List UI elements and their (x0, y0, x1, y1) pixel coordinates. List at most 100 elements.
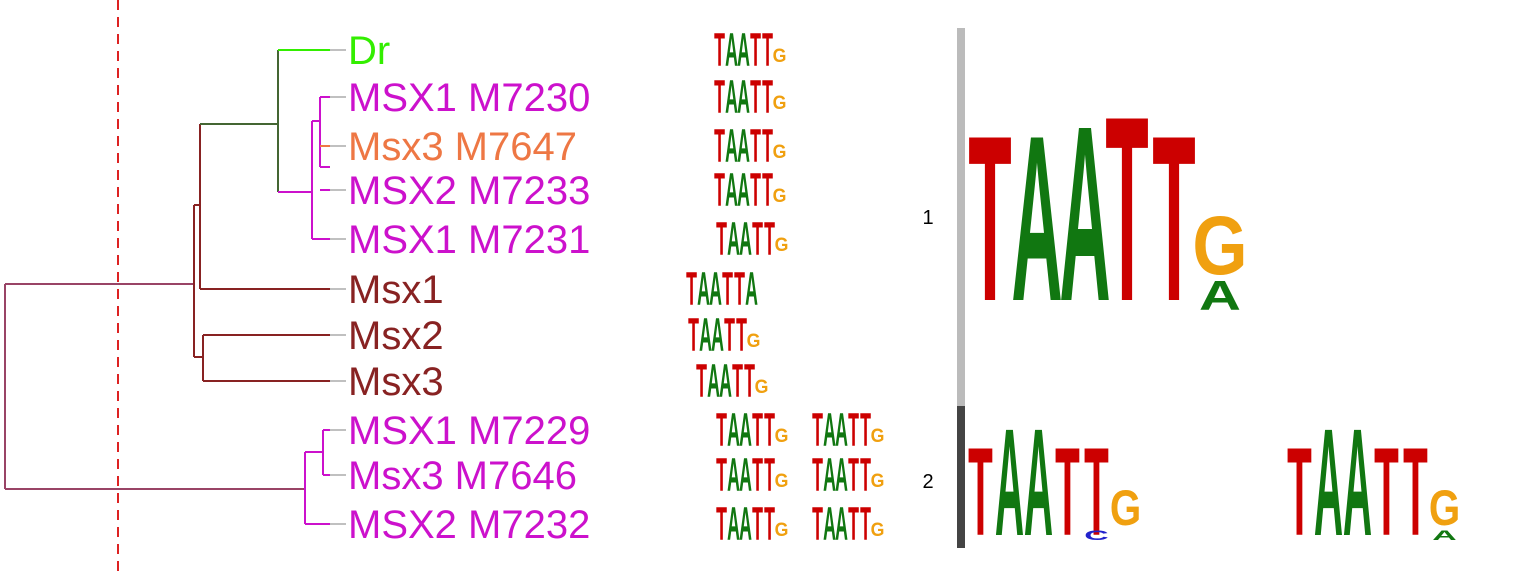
consensus-letter: T (968, 422, 993, 562)
logo-letter: A (835, 404, 848, 457)
logo-letter: T (750, 71, 761, 124)
logo-letter: T (716, 449, 727, 502)
logo-letter: A (823, 404, 836, 457)
consensus-letter: G (1429, 480, 1460, 536)
logo-letter: A (737, 71, 750, 124)
logo-letter: T (764, 449, 775, 502)
logo-letter: A (737, 24, 750, 77)
branch-mouse-pair (202, 334, 330, 382)
consensus-letter: T (1105, 61, 1148, 356)
logo-letter: T (716, 404, 727, 457)
leaf-label: Msx3 M7646 (348, 454, 577, 498)
logo-letter: A (737, 164, 750, 217)
logo-letter: A (739, 449, 752, 502)
logo-letter: A (725, 120, 738, 173)
consensus-letter: A (995, 397, 1024, 568)
leaf-label: Dr (348, 29, 390, 73)
consensus-letter: A (1024, 397, 1053, 568)
logo-letter: T (762, 71, 773, 124)
leaf-label: MSX1 M7230 (348, 76, 590, 120)
logo-letter: T (752, 498, 763, 551)
consensus-letter: A (1059, 74, 1110, 353)
cluster-1-consensus-logo: T AAT TGA (968, 61, 1247, 356)
branch-upper-inner (199, 124, 330, 290)
leaf-label: Msx1 (348, 268, 444, 312)
logo-letter: G (871, 518, 885, 540)
logo-letter: T (696, 355, 707, 408)
logo-letter: A (727, 213, 740, 266)
logo-letter: A (739, 404, 752, 457)
consensus-letter: A (1432, 528, 1456, 543)
logo-letter: T (750, 164, 761, 217)
logo-letter: G (775, 469, 789, 491)
logo-letter: A (745, 263, 758, 316)
consensus-letter: T (1374, 422, 1399, 562)
logo-letter: T (764, 498, 775, 551)
logo-letter: T (762, 164, 773, 217)
consensus-letter: T (1084, 422, 1109, 562)
consensus-letter: T (1403, 422, 1428, 562)
branch-human-group (278, 96, 330, 240)
logo-letter: A (725, 24, 738, 77)
logo-letter: T (860, 404, 871, 457)
logo-letter: T (714, 71, 725, 124)
logo-letter: T (724, 309, 735, 362)
logo-letter: A (707, 355, 720, 408)
logo-letter: A (727, 498, 740, 551)
logo-letter: T (812, 404, 823, 457)
logo-letter: A (725, 164, 738, 217)
logo-letter: A (739, 498, 752, 551)
leaf-label: MSX1 M7231 (348, 218, 590, 262)
consensus-letter: T (1287, 422, 1312, 562)
logo-letter: A (727, 449, 740, 502)
consensus-letter: A (1314, 397, 1343, 568)
logo-letter: T (860, 498, 871, 551)
leaf-label: Msx3 (348, 360, 444, 404)
branch-root (4, 283, 305, 490)
branch-green (200, 50, 279, 192)
leaf-label: MSX2 M7233 (348, 169, 590, 213)
logo-letter: A (739, 213, 752, 266)
logo-letter: T (732, 355, 743, 408)
logo-letter: T (848, 449, 859, 502)
logo-letter: T (716, 498, 727, 551)
logo-letter: G (747, 329, 761, 351)
logo-letter: T (750, 120, 761, 173)
logo-letter: T (714, 164, 725, 217)
logo-letter: G (773, 140, 787, 162)
consensus-letter: C (1084, 528, 1108, 543)
logo-letter: T (848, 498, 859, 551)
logo-letter: T (764, 213, 775, 266)
logo-letter: A (699, 309, 712, 362)
logo-letter: T (736, 309, 747, 362)
leaf-label: MSX2 M7232 (348, 503, 590, 547)
logo-letter: T (688, 309, 699, 362)
consensus-letter: T (968, 86, 1011, 350)
consensus-letter: A (1343, 397, 1372, 568)
branch-lower (304, 429, 330, 525)
logo-letter: T (686, 263, 697, 316)
logo-letter: A (835, 498, 848, 551)
logo-letter: T (716, 213, 727, 266)
logo-letter: G (775, 233, 789, 255)
branch-upper (193, 204, 203, 358)
logo-letter: G (773, 44, 787, 66)
logo-letter: G (773, 91, 787, 113)
leaf-label: Msx3 M7647 (348, 125, 577, 169)
logo-letter: G (773, 184, 787, 206)
logo-letter: G (775, 424, 789, 446)
small-motif-logos: T A A T T GT A A T T GT A A T T GT A A T T GT A A T T GT A A T T AT A A T… (686, 24, 884, 551)
cluster-2-bar (957, 406, 965, 548)
logo-letter: A (725, 71, 738, 124)
cluster-2-label: 2 (922, 471, 933, 493)
logo-letter: A (823, 449, 836, 502)
logo-letter: G (775, 518, 789, 540)
consensus-letter: G (1110, 480, 1141, 536)
